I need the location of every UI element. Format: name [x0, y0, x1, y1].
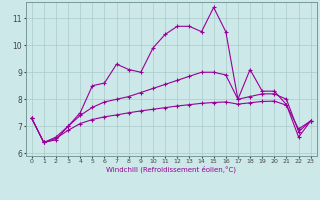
X-axis label: Windchill (Refroidissement éolien,°C): Windchill (Refroidissement éolien,°C) [106, 166, 236, 173]
